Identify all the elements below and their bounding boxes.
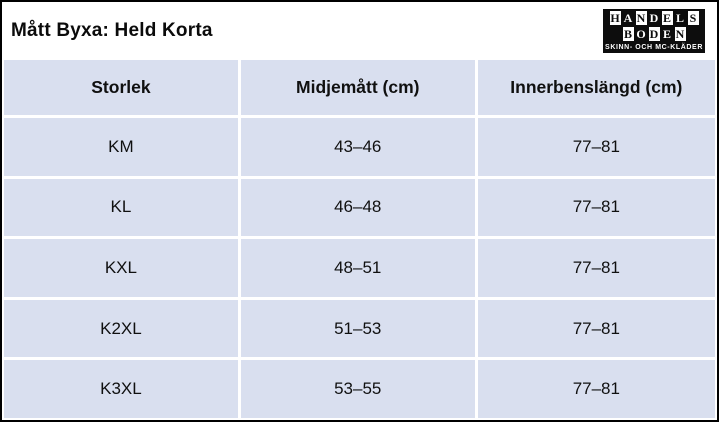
table-cell-inseam: 77–81 — [477, 239, 715, 297]
table-cell-inseam: 77–81 — [477, 299, 715, 358]
table-cell-size: K2XL — [4, 299, 238, 358]
title-bar: Mått Byxa: Held Korta H A N D E L S B O … — [2, 2, 717, 60]
table-cell-inseam: 77–81 — [477, 118, 715, 176]
handelsboden-logo: H A N D E L S B O D E N SKINN- OCH MC-KL… — [603, 9, 705, 53]
table-cell-inseam: 77–81 — [477, 360, 715, 418]
table-cell-waist: 48–51 — [240, 239, 475, 297]
column-header-innerbenslangd: Innerbenslängd (cm) — [477, 60, 715, 115]
table-cell-size: KXL — [4, 239, 238, 297]
logo-letter-tile: N — [673, 26, 687, 42]
column-header-storlek: Storlek — [4, 60, 238, 115]
logo-letter-tile: A — [621, 10, 635, 26]
logo-letter-tile: B — [621, 26, 635, 42]
logo-letter-tile: E — [660, 26, 674, 42]
logo-letter-tile: H — [608, 10, 622, 26]
table-cell-waist: 46–48 — [240, 178, 475, 237]
size-table: Storlek Midjemått (cm) Innerbenslängd (c… — [2, 60, 717, 420]
logo-blank-tile — [686, 26, 700, 42]
table-cell-size: KM — [4, 118, 238, 176]
logo-letter-tile: L — [673, 10, 687, 26]
table-cell-size: KL — [4, 178, 238, 237]
logo-letter-tile: D — [647, 26, 661, 42]
column-header-midjematt: Midjemått (cm) — [240, 60, 475, 115]
logo-letter-tile: S — [686, 10, 700, 26]
logo-letter-tile: E — [660, 10, 674, 26]
logo-letter-tile: D — [647, 10, 661, 26]
table-cell-size: K3XL — [4, 360, 238, 418]
logo-row-handels: H A N D E L S — [608, 10, 700, 26]
table-cell-waist: 51–53 — [240, 299, 475, 358]
logo-tagline: SKINN- OCH MC-KLÄDER — [604, 42, 704, 52]
table-cell-waist: 43–46 — [240, 118, 475, 176]
page-title: Mått Byxa: Held Korta — [11, 20, 213, 41]
logo-letter-tile: O — [634, 26, 648, 42]
table-cell-inseam: 77–81 — [477, 178, 715, 237]
logo-row-boden: B O D E N — [608, 26, 700, 42]
logo-letter-tile: N — [634, 10, 648, 26]
table-cell-waist: 53–55 — [240, 360, 475, 418]
logo-blank-tile — [608, 26, 622, 42]
